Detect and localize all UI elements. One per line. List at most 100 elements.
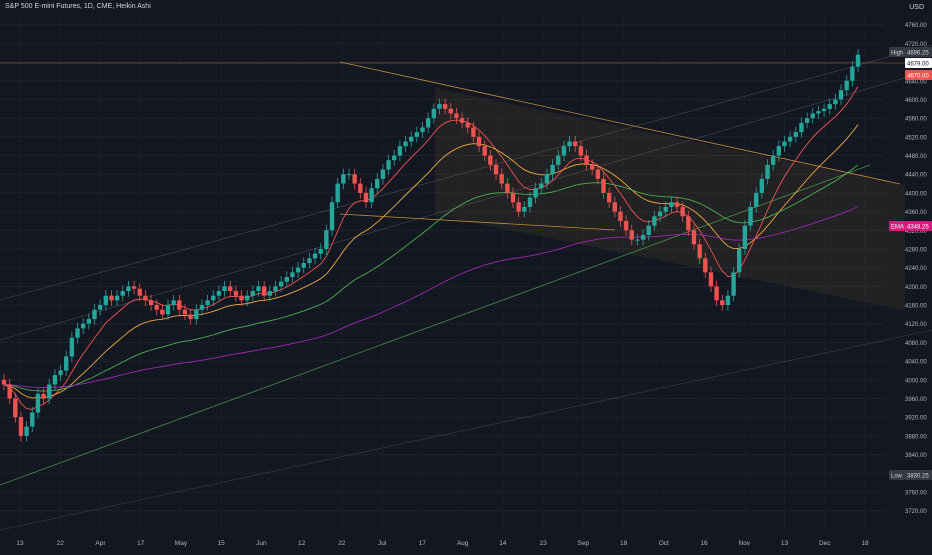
candle-body — [465, 122, 470, 128]
candle-body — [312, 253, 318, 259]
price-a: 4679.00 — [907, 62, 929, 68]
candle-body — [392, 155, 397, 161]
candle-body — [454, 113, 459, 119]
candle-body — [482, 146, 487, 156]
y-tick-label: 4000.00 — [905, 378, 927, 384]
candle-body — [154, 305, 159, 310]
candle-body — [307, 258, 312, 263]
candle-body — [601, 178, 606, 193]
candle-body — [131, 286, 137, 289]
high-label-bg — [889, 47, 905, 57]
x-tick-label: 14 — [499, 540, 507, 547]
candle-body — [499, 174, 504, 184]
candle-body — [522, 206, 527, 212]
x-tick-label: 13 — [781, 540, 789, 547]
candle-body — [703, 258, 708, 273]
candle-body — [652, 216, 657, 226]
candle-body — [420, 127, 425, 133]
candle-body — [47, 384, 52, 399]
candle-body — [810, 113, 815, 119]
ema-line — [3, 206, 859, 388]
x-tick-label: 22 — [338, 540, 346, 547]
candle-body — [663, 206, 668, 212]
high-value-bg — [905, 47, 932, 57]
candle-body — [414, 132, 420, 137]
price-b: 4670.00 — [907, 74, 929, 80]
candle-body — [335, 183, 340, 203]
ema-label-bg — [889, 221, 905, 231]
y-tick-label: 4600.00 — [905, 98, 927, 104]
y-tick-label: 4640.00 — [905, 79, 927, 85]
candle-body — [471, 127, 476, 137]
candle-body — [623, 220, 629, 231]
candle-body — [239, 295, 244, 301]
x-tick-label: 23 — [539, 540, 547, 547]
candle-body — [533, 188, 538, 198]
candle-body — [714, 286, 719, 301]
x-tick-label: 22 — [57, 540, 65, 547]
candle-body — [222, 286, 227, 292]
x-tick-label: 12 — [298, 540, 306, 547]
candle-body — [52, 375, 58, 385]
candle-body — [476, 136, 482, 147]
candle-body — [318, 248, 323, 254]
time-axis[interactable]: 13 22 Apr 17 May 15 Jun 12 22 Jul 17 Aug 14 23 Sep 18 Oc… — [16, 540, 869, 547]
x-tick-label: Jul — [378, 540, 387, 547]
x-tick-label: 18 — [861, 540, 869, 547]
high-label: High — [891, 51, 903, 57]
y-tick-label: 4200.00 — [905, 285, 927, 291]
candle-body — [267, 291, 273, 296]
candle-body — [708, 272, 714, 287]
candle-body — [1, 379, 7, 385]
candle-body — [194, 309, 199, 320]
candle-body — [550, 164, 555, 175]
candle-body — [165, 305, 171, 315]
candle-body — [765, 164, 770, 179]
candle-body — [742, 225, 748, 249]
candle-body — [86, 319, 92, 324]
candle-body — [346, 174, 352, 176]
candle-body — [403, 141, 408, 147]
candle-body — [606, 192, 612, 203]
x-tick-label: 16 — [700, 540, 708, 547]
candle-body — [573, 141, 578, 147]
y-tick-label: 4760.00 — [905, 23, 927, 29]
price-b-bg — [905, 70, 932, 80]
price-axis[interactable]: 4760.004720.004680.004640.004600.004560.… — [905, 23, 927, 515]
candle-body — [109, 295, 114, 301]
y-tick-label: 3840.00 — [905, 453, 927, 459]
candle-body — [188, 314, 193, 320]
x-tick-label: 15 — [218, 540, 226, 547]
candle-body — [589, 164, 595, 170]
candle-body — [278, 281, 284, 287]
y-tick-label: 4320.00 — [905, 229, 927, 235]
candle-body — [640, 234, 646, 240]
parallel-line — [0, 329, 932, 531]
candle-body — [182, 309, 188, 315]
y-tick-label: 4560.00 — [905, 117, 927, 123]
y-tick-label: 4080.00 — [905, 341, 927, 347]
candle-body — [41, 393, 46, 399]
parallel-line — [0, 69, 932, 341]
candle-body — [595, 169, 601, 179]
y-tick-label: 4480.00 — [905, 154, 927, 160]
candle-body — [369, 188, 374, 203]
y-tick-label: 4360.00 — [905, 210, 927, 216]
ema-value-bg — [905, 221, 932, 231]
channel-fill — [435, 88, 905, 310]
candle-body — [827, 104, 832, 109]
candle-body — [103, 295, 109, 306]
candle-body — [69, 337, 75, 357]
candle-body — [510, 192, 516, 203]
price-a-bg — [905, 58, 932, 68]
candle-body — [250, 291, 256, 296]
candle-body — [284, 277, 289, 282]
candle-body — [776, 146, 782, 156]
y-tick-label: 4160.00 — [905, 304, 927, 310]
candle-body — [544, 174, 550, 184]
y-tick-label: 4040.00 — [905, 360, 927, 366]
candle-body — [425, 118, 431, 128]
candle-body — [171, 300, 176, 306]
